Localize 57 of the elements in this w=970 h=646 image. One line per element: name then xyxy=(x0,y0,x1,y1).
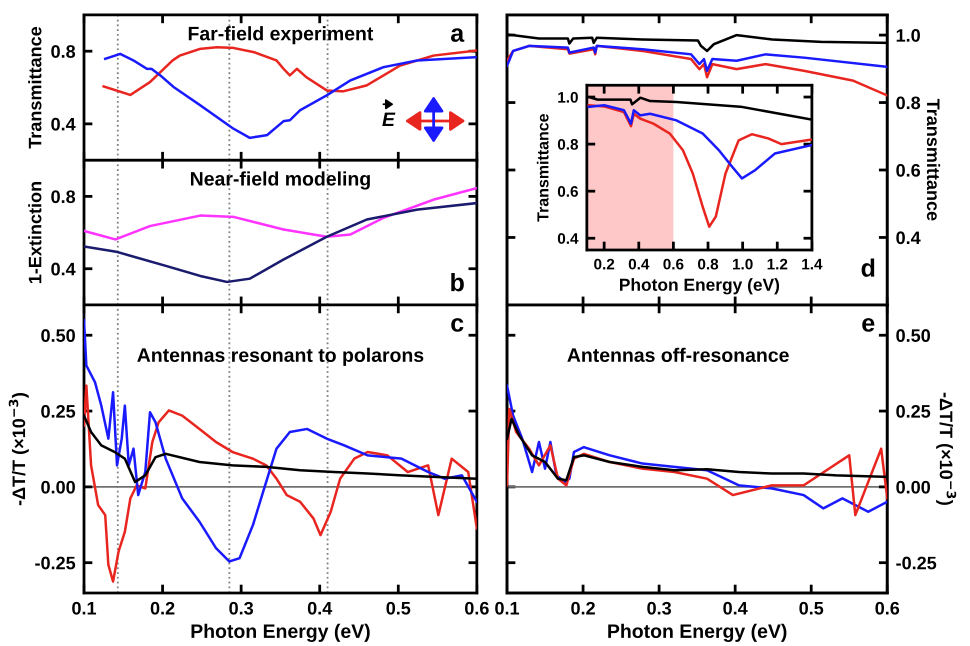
y2-tick-label: 0.6 xyxy=(896,164,920,177)
y-tick-label: 0.6 xyxy=(558,186,578,197)
x-tick-label: 0.4 xyxy=(723,602,748,615)
annotation: a xyxy=(450,28,464,42)
x-tick-label: 0.8 xyxy=(698,258,718,270)
x-tick-label: 0.4 xyxy=(628,258,650,270)
y-tick-label: 0.4 xyxy=(51,118,76,131)
y-tick-label: 0.00 xyxy=(41,480,75,494)
y-axis-title: 1-Extinction xyxy=(28,182,42,284)
y2-axis-title: -ΔT/T (×10$^{−3}$) xyxy=(936,392,956,505)
text: Far-field experiment xyxy=(188,26,374,44)
x-tick-label: 1.0 xyxy=(732,258,753,270)
x-tick-label: 0.6 xyxy=(663,258,684,270)
x-axis-title: Photon Energy (eV) xyxy=(192,624,370,642)
y2-tick-label: 1.0 xyxy=(896,29,920,42)
text: Antennas off-resonance xyxy=(567,348,789,362)
y-tick-label: 0.25 xyxy=(41,404,76,418)
y-tick-label: 0.8 xyxy=(51,45,76,58)
y2-tick-label: -0.25 xyxy=(896,556,936,570)
y-tick-label: 0.4 xyxy=(558,233,578,244)
x-tick-label: 0.4 xyxy=(308,602,332,615)
x-tick-label: 0.2 xyxy=(150,602,174,615)
y-axis-title: Transmittance xyxy=(536,114,549,222)
x-axis-title: Photon Energy (eV) xyxy=(620,278,780,294)
x-tick-label: 0.5 xyxy=(386,602,410,615)
x-tick-label: 0.6 xyxy=(875,602,900,615)
y-tick-label: 0.8 xyxy=(558,138,578,150)
text: Antennas resonant to polarons xyxy=(137,348,424,366)
annotation: b xyxy=(451,273,464,292)
x-tick-label: 0.2 xyxy=(594,258,614,270)
y2-tick-label: 0.4 xyxy=(896,231,921,244)
y2-tick-label: 0.8 xyxy=(896,96,920,110)
y2-tick-label: 0.50 xyxy=(896,329,930,342)
x-tick-label: 0.3 xyxy=(229,602,254,615)
x-tick-label: 1.2 xyxy=(768,258,788,270)
x-tick-label: 1.4 xyxy=(802,258,822,270)
y-tick-label: 0.8 xyxy=(51,190,76,204)
x-tick-label: 0.3 xyxy=(647,602,672,615)
y2-tick-label: 0.00 xyxy=(896,480,930,494)
x-tick-label: 0.2 xyxy=(571,602,595,615)
annotation: e xyxy=(862,318,874,332)
x-tick-label: 0.5 xyxy=(799,602,824,615)
y-tick-label: 1.0 xyxy=(558,92,578,103)
x-axis-title: Photon Energy (eV) xyxy=(608,624,786,642)
x-tick-label: 0.6 xyxy=(465,602,489,615)
x-tick-label: 0.1 xyxy=(72,602,96,615)
y-tick-label: 0.50 xyxy=(41,329,75,342)
x-tick-label: 0.1 xyxy=(495,602,520,615)
annotation: d xyxy=(862,258,874,277)
y-tick-label: -0.25 xyxy=(35,556,76,570)
y2-axis-title: Transmittance xyxy=(926,98,940,220)
text: Near-field modeling xyxy=(190,171,370,190)
y-axis-title: -ΔT/T (×10$^{−3}$) xyxy=(8,393,29,506)
annotation: E xyxy=(382,112,396,126)
annotation: c xyxy=(451,318,464,332)
y-axis-title: Transmittance xyxy=(28,26,42,149)
y2-tick-label: 0.25 xyxy=(896,404,930,418)
